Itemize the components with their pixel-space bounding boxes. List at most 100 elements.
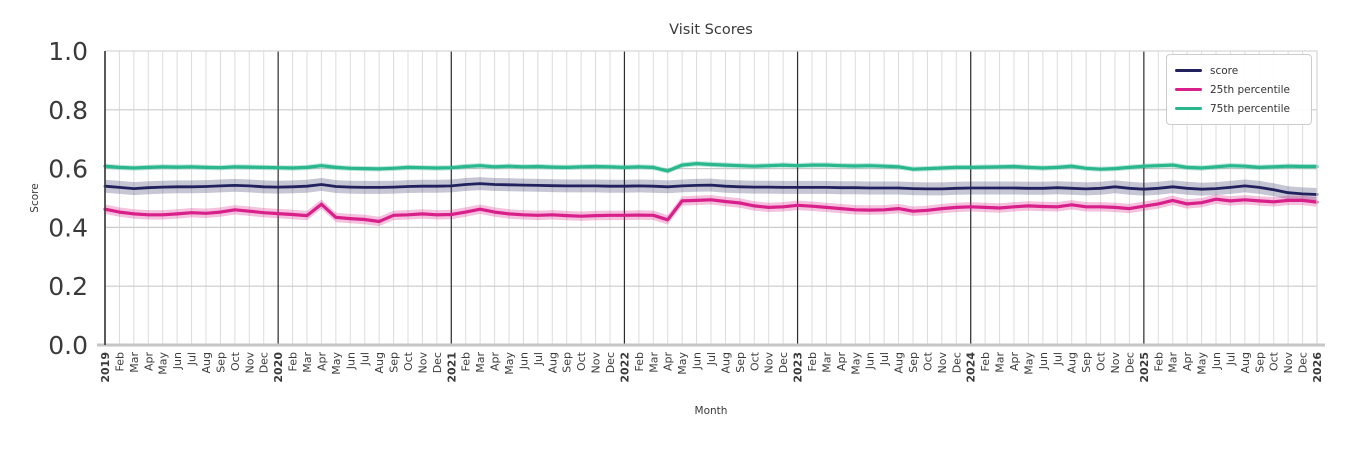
x-tick-label: Feb — [287, 352, 300, 371]
x-tick-label: Nov — [416, 352, 429, 374]
legend-label: 75th percentile — [1210, 102, 1290, 115]
series-band-score — [105, 177, 1317, 201]
series-line-25th-percentile — [103, 197, 1319, 224]
x-tick-label: Jun — [864, 352, 877, 370]
legend-label: score — [1210, 64, 1239, 77]
x-tick-label: Nov — [763, 352, 776, 374]
x-tick-label: Apr — [1008, 352, 1021, 372]
series-band-25th-percentile — [105, 194, 1317, 227]
x-tick-label: Dec — [604, 352, 617, 373]
x-tick-label: Oct — [921, 351, 934, 371]
x-tick-label: 2025 — [1138, 352, 1151, 383]
x-tick-label: Feb — [1152, 352, 1165, 371]
x-tick-label: Dec — [1297, 352, 1310, 373]
x-tick-label: 2026 — [1311, 352, 1324, 383]
x-tick-label: Mar — [301, 352, 314, 373]
x-tick-label: Oct — [402, 351, 415, 371]
x-tick-label: Nov — [243, 352, 256, 374]
x-tick-label: Jul — [878, 352, 891, 366]
x-tick-label: Jun — [517, 352, 530, 370]
x-axis-label: Month — [694, 405, 728, 417]
x-tick-label: Dec — [258, 352, 271, 373]
x-tick-label: 2021 — [445, 352, 458, 383]
x-tick-label: May — [330, 352, 343, 375]
x-tick-label: Feb — [806, 352, 819, 371]
x-tick-label: Jun — [344, 352, 357, 370]
x-tick-label: Dec — [1123, 352, 1136, 373]
x-tick-label: May — [676, 352, 689, 375]
x-tick-label: 2020 — [272, 352, 285, 383]
x-tick-label: Mar — [820, 352, 833, 373]
percentile75-line-swatch — [1175, 107, 1202, 110]
x-tick-label: Apr — [835, 352, 848, 372]
x-tick-label: Jun — [691, 352, 704, 370]
legend-entry-score: score — [1175, 61, 1303, 80]
legend: score 25th percentile 75th percentile — [1166, 54, 1312, 125]
x-tick-label: May — [849, 352, 862, 375]
x-tick-label: Oct — [748, 351, 761, 371]
x-tick-label: Sep — [907, 352, 920, 373]
x-tick-label: Feb — [979, 352, 992, 371]
x-tick-label: Feb — [113, 352, 126, 371]
x-tick-label: Dec — [431, 352, 444, 373]
x-tick-label: Feb — [460, 352, 473, 371]
x-tick-label: Jul — [1224, 352, 1237, 366]
y-axis-label: Score — [29, 183, 41, 213]
x-tick-label: Aug — [1239, 352, 1252, 373]
x-tick-label: Apr — [489, 352, 502, 372]
x-tick-label: Sep — [561, 352, 574, 373]
series-line-75th-percentile — [103, 162, 1319, 173]
x-tick-label: Mar — [994, 352, 1007, 373]
x-tick-label: Jun — [171, 352, 184, 370]
chart-title: Visit Scores — [669, 22, 753, 38]
score-line-swatch — [1175, 69, 1202, 72]
x-tick-label: Oct — [1268, 351, 1281, 371]
x-tick-label: Sep — [734, 352, 747, 373]
x-tick-label: Dec — [950, 352, 963, 373]
x-tick-label: Sep — [1080, 352, 1093, 373]
series-band-75th-percentile — [105, 161, 1317, 174]
x-tick-label: Mar — [474, 352, 487, 373]
x-tick-label: 2019 — [99, 352, 112, 383]
x-tick-label: Dec — [777, 352, 790, 373]
x-tick-label: Aug — [1066, 352, 1079, 373]
x-tick-label: Jun — [1037, 352, 1050, 370]
x-tick-label: Aug — [546, 352, 559, 373]
x-tick-label: May — [503, 352, 516, 375]
y-tick-label: 0.0 — [48, 331, 88, 360]
x-tick-label: Jul — [1051, 352, 1064, 366]
y-tick-label: 0.4 — [48, 213, 88, 242]
x-tick-label: Jul — [532, 352, 545, 366]
x-tick-label: Sep — [388, 352, 401, 373]
x-tick-label: 2024 — [965, 352, 978, 383]
x-tick-label: Apr — [142, 352, 155, 372]
series-line-score — [103, 182, 1319, 196]
x-tick-label: Oct — [229, 351, 242, 371]
x-tick-label: Aug — [373, 352, 386, 373]
x-tick-label: May — [1022, 352, 1035, 375]
x-tick-label: Aug — [200, 352, 213, 373]
x-tick-label: Oct — [575, 351, 588, 371]
y-tick-label: 1.0 — [48, 37, 88, 66]
legend-entry-75th-percentile: 75th percentile — [1175, 99, 1303, 118]
y-tick-label: 0.8 — [48, 96, 88, 125]
x-tick-label: Nov — [936, 352, 949, 374]
x-tick-label: Jul — [705, 352, 718, 366]
x-tick-label: Jun — [1210, 352, 1223, 370]
x-tick-label: Feb — [633, 352, 646, 371]
x-tick-label: Apr — [315, 352, 328, 372]
x-tick-label: 2022 — [618, 352, 631, 383]
y-tick-label: 0.6 — [48, 155, 88, 184]
x-tick-label: Aug — [893, 352, 906, 373]
x-tick-label: Aug — [719, 352, 732, 373]
legend-label: 25th percentile — [1210, 83, 1290, 96]
percentile25-line-swatch — [1175, 88, 1202, 91]
x-tick-label: May — [157, 352, 170, 375]
x-tick-label: Mar — [128, 352, 141, 373]
x-tick-label: Sep — [1253, 352, 1266, 373]
x-tick-label: Nov — [1282, 352, 1295, 374]
legend-entry-25th-percentile: 25th percentile — [1175, 80, 1303, 99]
x-tick-label: Jul — [186, 352, 199, 366]
x-tick-label: Nov — [1109, 352, 1122, 374]
